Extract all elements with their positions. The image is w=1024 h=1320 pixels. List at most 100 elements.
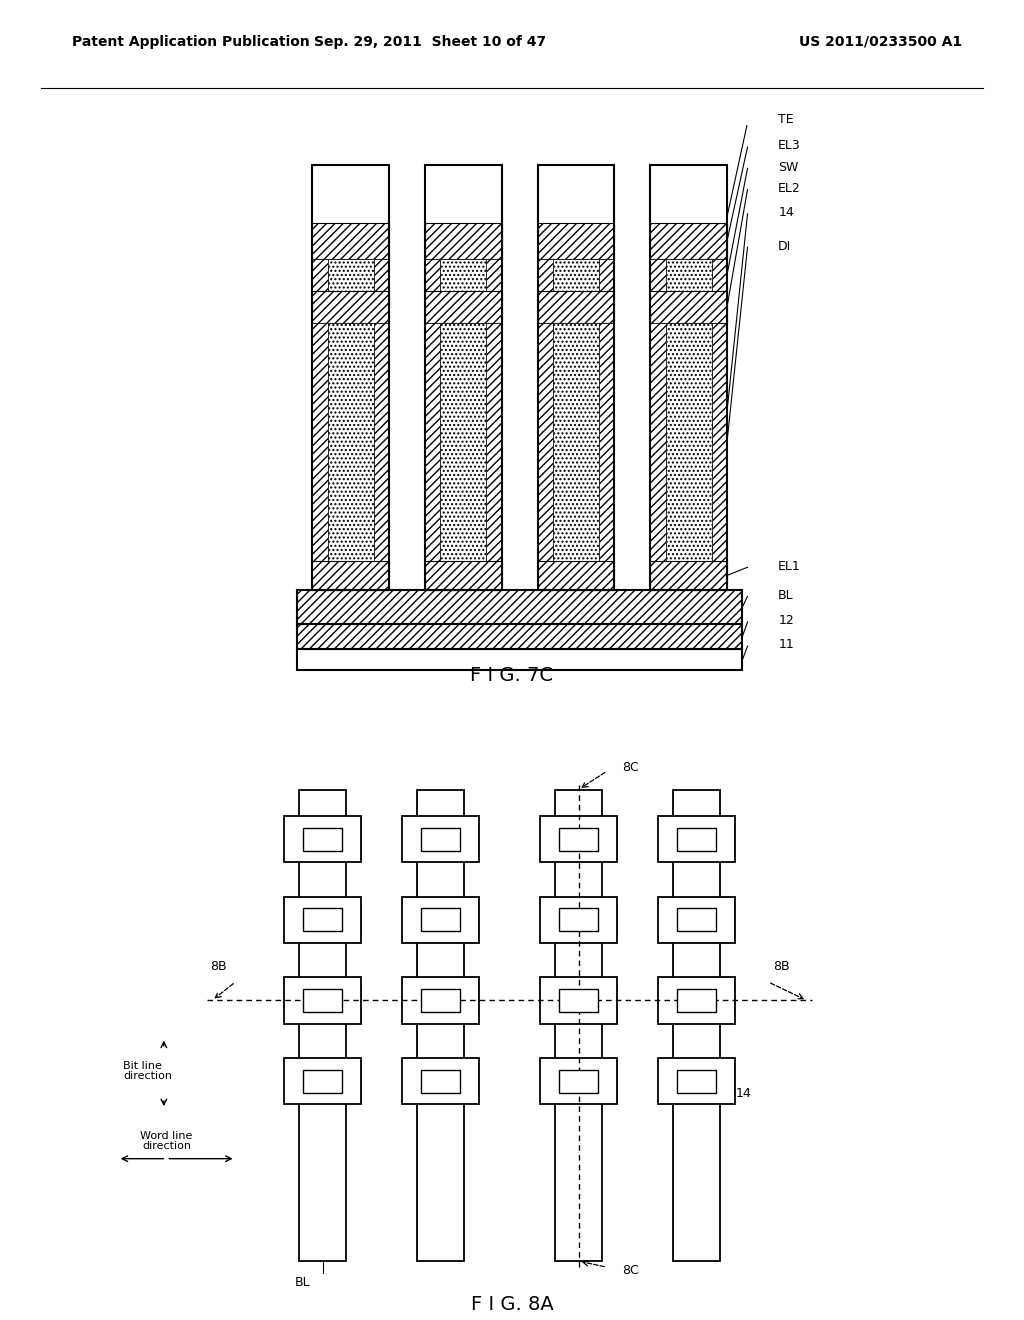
Bar <box>555 789 602 1261</box>
Bar <box>486 259 502 290</box>
Bar <box>328 259 374 290</box>
Bar <box>440 322 486 561</box>
Text: 8C: 8C <box>623 1263 639 1276</box>
Bar <box>401 816 479 862</box>
Bar <box>658 896 735 942</box>
Text: EL2: EL2 <box>778 182 801 195</box>
Bar <box>374 322 389 561</box>
Bar <box>297 624 742 649</box>
Bar <box>559 989 598 1012</box>
Text: BL: BL <box>778 589 794 602</box>
Bar <box>650 259 666 290</box>
Bar <box>425 223 502 259</box>
Text: 12: 12 <box>778 614 794 627</box>
Bar <box>650 561 727 590</box>
Bar <box>312 165 389 590</box>
Bar <box>285 896 361 942</box>
Text: EL1: EL1 <box>778 560 801 573</box>
Text: 8B: 8B <box>773 960 790 973</box>
Bar <box>312 561 389 590</box>
Bar <box>421 828 460 851</box>
Bar <box>374 259 389 290</box>
Bar <box>421 989 460 1012</box>
Bar <box>658 1057 735 1105</box>
Bar <box>421 908 460 932</box>
Bar <box>303 908 342 932</box>
Text: 14: 14 <box>778 206 794 219</box>
Bar <box>658 816 735 862</box>
Text: F I G. 8A: F I G. 8A <box>471 1295 553 1313</box>
Bar <box>712 322 727 561</box>
Bar <box>658 977 735 1024</box>
Bar <box>538 561 614 590</box>
Bar <box>677 908 716 932</box>
Text: BL: BL <box>294 1276 310 1290</box>
Bar <box>285 816 361 862</box>
Text: direction: direction <box>123 1072 172 1081</box>
Bar <box>425 322 440 561</box>
Bar <box>559 1069 598 1093</box>
Text: SW: SW <box>778 161 799 174</box>
Bar <box>421 1069 460 1093</box>
Text: 8C: 8C <box>623 762 639 775</box>
Bar <box>328 322 374 561</box>
Bar <box>425 561 502 590</box>
Bar <box>303 1069 342 1093</box>
Text: DI: DI <box>778 239 792 252</box>
Bar <box>285 977 361 1024</box>
Bar <box>297 624 742 649</box>
Bar <box>312 259 328 290</box>
Bar <box>559 828 598 851</box>
Bar <box>303 989 342 1012</box>
Bar <box>285 1057 361 1105</box>
Bar <box>312 223 389 259</box>
Bar <box>297 590 742 624</box>
Bar <box>599 322 614 561</box>
Text: Word line: Word line <box>140 1131 193 1140</box>
Bar <box>677 828 716 851</box>
Bar <box>538 223 614 259</box>
Text: Bit line: Bit line <box>123 1061 162 1071</box>
Bar <box>677 1069 716 1093</box>
Bar <box>538 322 553 561</box>
Text: Sep. 29, 2011  Sheet 10 of 47: Sep. 29, 2011 Sheet 10 of 47 <box>314 34 546 49</box>
Text: Patent Application Publication: Patent Application Publication <box>72 34 309 49</box>
Bar <box>401 1057 479 1105</box>
Text: direction: direction <box>142 1142 190 1151</box>
Bar <box>559 908 598 932</box>
Bar <box>553 259 599 290</box>
Bar <box>650 322 666 561</box>
Bar <box>599 259 614 290</box>
Bar <box>666 259 712 290</box>
Text: F I G. 7C: F I G. 7C <box>470 665 554 685</box>
Bar <box>401 977 479 1024</box>
Bar <box>299 789 346 1261</box>
Bar <box>538 165 614 590</box>
Bar <box>297 590 742 624</box>
Bar <box>425 259 440 290</box>
Bar <box>417 789 464 1261</box>
Bar <box>486 322 502 561</box>
Bar <box>312 322 328 561</box>
Bar <box>541 816 616 862</box>
Text: 14: 14 <box>735 1088 751 1100</box>
Text: TE: TE <box>778 114 794 127</box>
Text: US 2011/0233500 A1: US 2011/0233500 A1 <box>799 34 962 49</box>
Bar <box>401 896 479 942</box>
Bar <box>677 989 716 1012</box>
Bar <box>541 977 616 1024</box>
Text: EL3: EL3 <box>778 140 801 152</box>
Bar <box>297 649 742 671</box>
Bar <box>425 165 502 590</box>
Bar <box>538 259 553 290</box>
Bar <box>538 290 614 322</box>
Bar <box>440 259 486 290</box>
Bar <box>303 828 342 851</box>
Bar <box>312 290 389 322</box>
Bar <box>666 322 712 561</box>
Bar <box>541 1057 616 1105</box>
Bar <box>425 290 502 322</box>
Text: 11: 11 <box>778 639 794 652</box>
Bar <box>553 322 599 561</box>
Bar <box>673 789 720 1261</box>
